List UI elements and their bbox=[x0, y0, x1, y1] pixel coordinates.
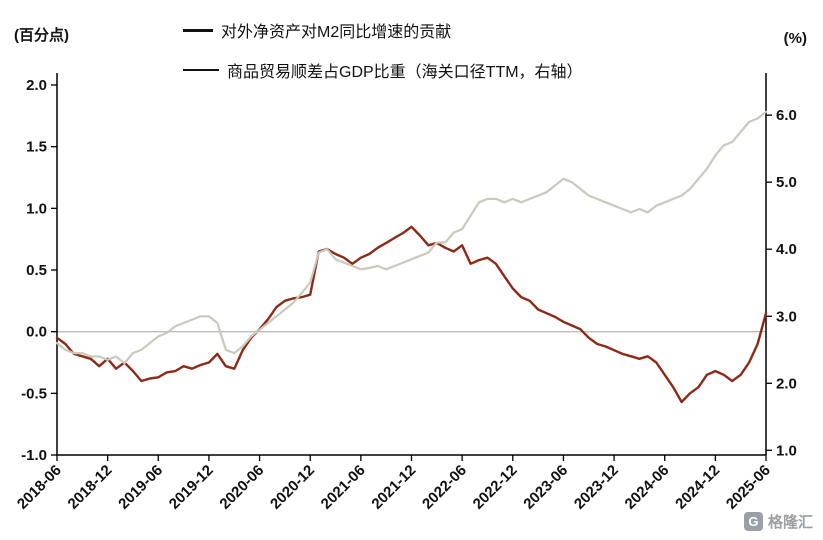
svg-text:2023-12: 2023-12 bbox=[571, 462, 622, 513]
svg-text:2020-06: 2020-06 bbox=[216, 462, 267, 513]
svg-text:0.5: 0.5 bbox=[26, 262, 47, 279]
svg-text:6.0: 6.0 bbox=[776, 107, 797, 124]
svg-text:2021-12: 2021-12 bbox=[368, 462, 419, 513]
legend-line-swatch-gray bbox=[183, 69, 219, 71]
svg-text:4.0: 4.0 bbox=[776, 241, 797, 258]
legend-line-swatch-red bbox=[183, 28, 213, 32]
svg-text:0.0: 0.0 bbox=[26, 324, 47, 341]
svg-text:2021-06: 2021-06 bbox=[318, 462, 369, 513]
left-axis-unit-label: (百分点) bbox=[14, 27, 69, 44]
right-axis-unit-label: (%) bbox=[783, 30, 807, 47]
svg-text:2.0: 2.0 bbox=[776, 375, 797, 392]
svg-text:2019-12: 2019-12 bbox=[166, 462, 217, 513]
watermark: G 格隆汇 bbox=[743, 511, 813, 532]
legend-item-trade-surplus: 商品贸易顺差占GDP比重（海关口径TTM，右轴） bbox=[183, 58, 583, 82]
svg-text:1.0: 1.0 bbox=[776, 442, 797, 459]
svg-text:2018-06: 2018-06 bbox=[14, 462, 65, 513]
svg-text:-1.0: -1.0 bbox=[21, 447, 47, 464]
legend-label-net-foreign-assets: 对外净资产对M2同比增速的贡献 bbox=[221, 24, 452, 41]
svg-text:2022-12: 2022-12 bbox=[470, 462, 521, 513]
watermark-text: 格隆汇 bbox=[767, 514, 813, 531]
svg-text:2019-06: 2019-06 bbox=[115, 462, 166, 513]
legend-item-net-foreign-assets: 对外净资产对M2同比增速的贡献 bbox=[183, 18, 583, 42]
svg-text:5.0: 5.0 bbox=[776, 174, 797, 191]
legend: 对外净资产对M2同比增速的贡献 商品贸易顺差占GDP比重（海关口径TTM，右轴） bbox=[183, 18, 583, 82]
svg-text:-0.5: -0.5 bbox=[21, 385, 47, 402]
svg-text:2024-12: 2024-12 bbox=[672, 462, 723, 513]
svg-text:2025-06: 2025-06 bbox=[723, 462, 774, 513]
svg-text:2022-06: 2022-06 bbox=[419, 462, 470, 513]
svg-text:1.5: 1.5 bbox=[26, 139, 47, 156]
gelonghui-logo-icon: G bbox=[743, 512, 763, 531]
svg-text:2018-12: 2018-12 bbox=[65, 462, 116, 513]
svg-text:1.0: 1.0 bbox=[26, 200, 47, 217]
svg-text:2.0: 2.0 bbox=[26, 77, 47, 94]
svg-text:2024-06: 2024-06 bbox=[622, 462, 673, 513]
svg-text:3.0: 3.0 bbox=[776, 308, 797, 325]
svg-text:2020-12: 2020-12 bbox=[267, 462, 318, 513]
svg-text:2023-06: 2023-06 bbox=[520, 462, 571, 513]
legend-label-trade-surplus: 商品贸易顺差占GDP比重（海关口径TTM，右轴） bbox=[227, 64, 583, 81]
